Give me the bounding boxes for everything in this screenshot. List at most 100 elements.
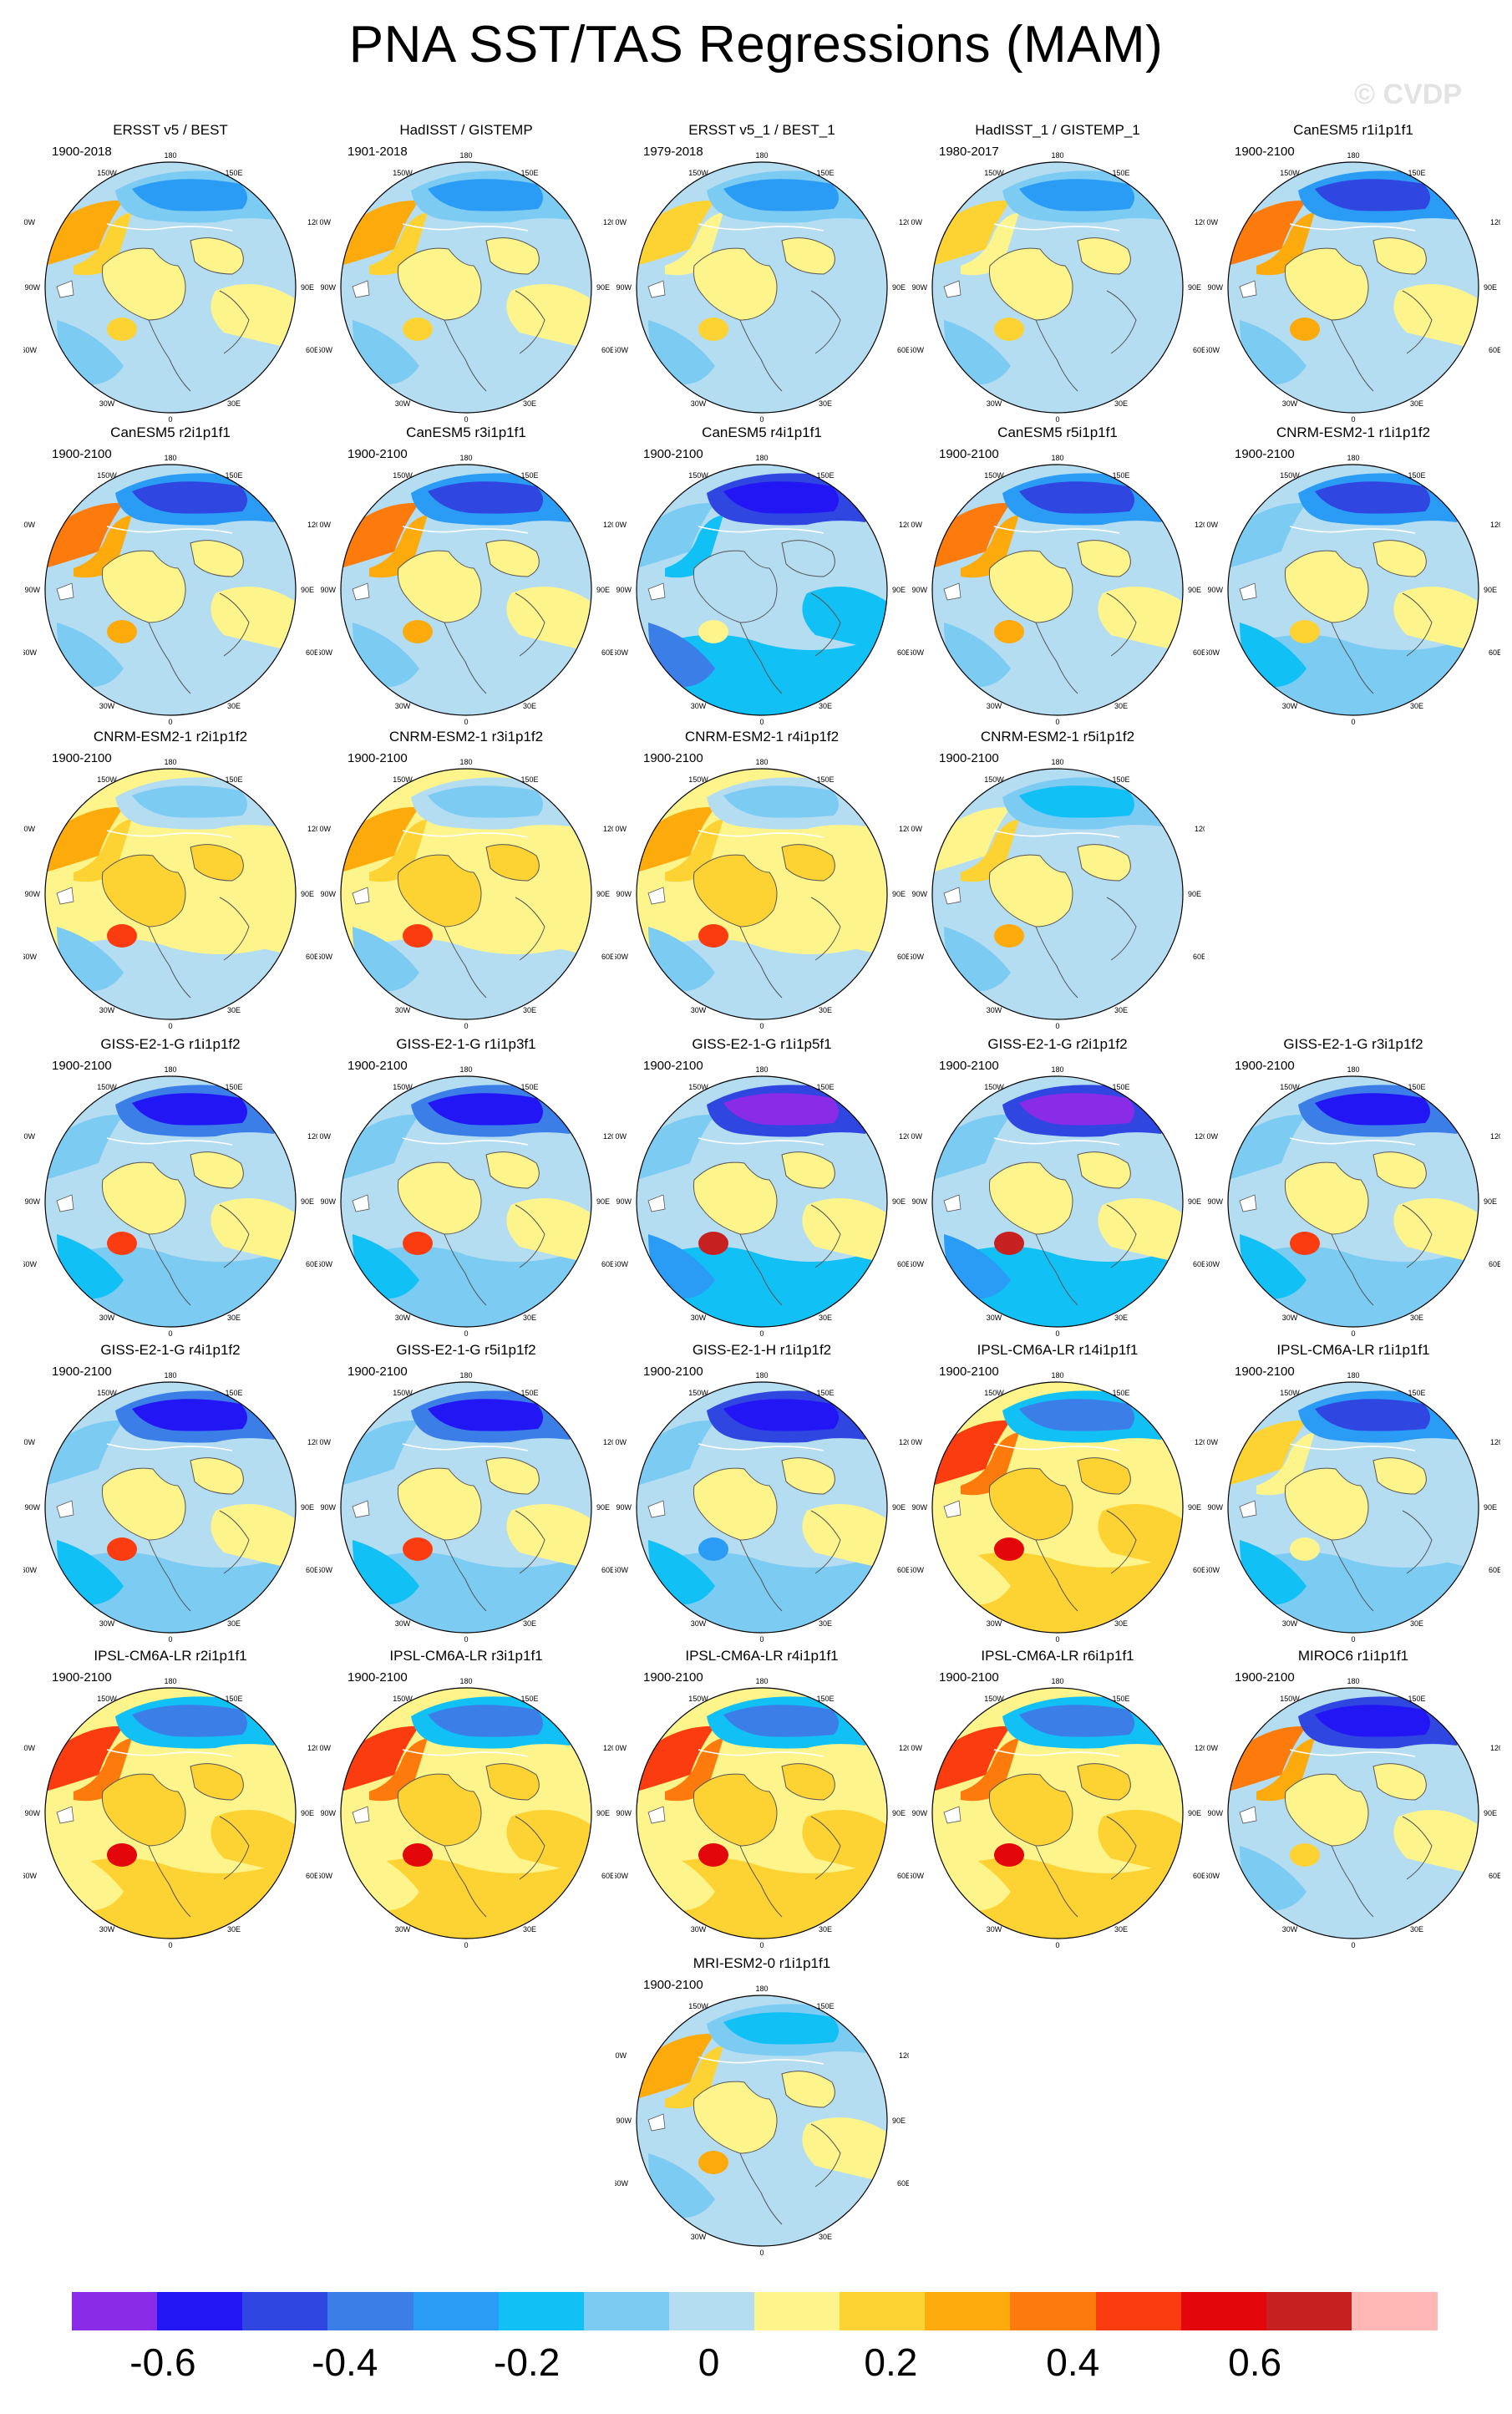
- lon-label-150e: 150E: [1112, 1389, 1129, 1397]
- lon-label-180: 180: [164, 454, 176, 462]
- lon-label-60w: 60W: [615, 2179, 628, 2188]
- colorbar-segment: [840, 2292, 926, 2330]
- colorbar-tick-label: 0: [698, 2340, 720, 2384]
- lon-label-60e: 60E: [897, 953, 909, 961]
- lon-label-30e: 30E: [1114, 1619, 1128, 1628]
- lon-label-90w: 90W: [24, 1197, 40, 1206]
- panel-period: 1900-2100: [1235, 1670, 1295, 1685]
- lon-label-0: 0: [464, 1635, 468, 1644]
- lon-label-150w: 150W: [688, 2002, 708, 2010]
- panel-period: 1900-2100: [939, 447, 999, 461]
- lon-label-120w: 120W: [615, 521, 627, 529]
- panel-title: CNRM-ESM2-1 r3i1p1f2: [388, 729, 544, 745]
- panel-title: IPSL-CM6A-LR r2i1p1f1: [94, 1648, 247, 1664]
- map-panel: ERSST v5 / BEST 180 150W 150E 120W 120E 90W 90E…: [23, 122, 317, 431]
- lon-label-150w: 150W: [393, 775, 413, 784]
- map-panel: IPSL-CM6A-LR r3i1p1f1 180 150W 150E 120W 120E…: [319, 1648, 613, 1957]
- lon-label-150e: 150E: [1112, 775, 1129, 784]
- lon-label-0: 0: [464, 718, 468, 726]
- lon-label-90e: 90E: [301, 283, 314, 292]
- panel-title: IPSL-CM6A-LR r6i1p1f1: [981, 1648, 1134, 1664]
- lon-label-30w: 30W: [691, 702, 707, 710]
- lon-label-90w: 90W: [320, 1503, 336, 1512]
- lon-label-90w: 90W: [320, 890, 336, 898]
- map-panel: IPSL-CM6A-LR r2i1p1f1 180 150W 150E 120W 120E…: [23, 1648, 317, 1957]
- lon-label-30e: 30E: [523, 399, 536, 408]
- map-panel: MRI-ESM2-0 r1i1p1f1 180 150W 150E 120W 120E 90…: [615, 1955, 909, 2264]
- lon-label-90w: 90W: [911, 283, 927, 292]
- polar-map: 180 150W 150E 120W 120E 90W 90E 60W 60E 30W 30E 0: [23, 1360, 317, 1654]
- lon-label-30e: 30E: [523, 1619, 536, 1628]
- lon-label-60e: 60E: [601, 1872, 613, 1880]
- panel-period: 1900-2100: [348, 447, 408, 461]
- lon-label-180: 180: [459, 1065, 472, 1074]
- lon-label-120w: 120W: [1206, 218, 1219, 226]
- panel-period: 1900-2100: [643, 751, 703, 765]
- lon-label-60w: 60W: [911, 648, 924, 657]
- lon-label-0: 0: [1055, 1329, 1059, 1338]
- lon-label-90e: 90E: [596, 586, 610, 594]
- lon-label-60e: 60E: [897, 346, 909, 354]
- panel-title: HadISST / GISTEMP: [399, 122, 533, 138]
- panel-title: CanESM5 r3i1p1f1: [406, 424, 526, 440]
- lon-label-180: 180: [164, 1371, 176, 1380]
- polar-map: 180 150W 150E 120W 120E 90W 90E 60W 60E 30W 30E 0: [23, 747, 317, 1041]
- lon-label-120e: 120E: [603, 1438, 613, 1446]
- polar-map: 180 150W 150E 120W 120E 90W 90E 60W 60E 30W 30E 0: [615, 140, 909, 435]
- colorbar-segment: [1266, 2292, 1352, 2330]
- lon-label-120w: 120W: [615, 2051, 627, 2060]
- lon-label-180: 180: [1347, 151, 1359, 160]
- lon-label-90e: 90E: [1188, 586, 1201, 594]
- lon-label-60w: 60W: [911, 1566, 924, 1574]
- lon-label-0: 0: [168, 718, 172, 726]
- lon-label-150w: 150W: [393, 471, 413, 480]
- lon-label-180: 180: [164, 1065, 176, 1074]
- lon-label-60w: 60W: [911, 346, 924, 354]
- lon-label-120w: 120W: [319, 218, 332, 226]
- lon-label-30w: 30W: [99, 399, 115, 408]
- map-panel: MIROC6 r1i1p1f1 180 150W 150E 120W 120E 90W 90E…: [1206, 1648, 1500, 1957]
- lon-label-120e: 120E: [1195, 825, 1205, 833]
- lon-label-60w: 60W: [1206, 346, 1220, 354]
- lon-label-90w: 90W: [911, 890, 927, 898]
- lon-label-180: 180: [1347, 1371, 1359, 1380]
- lon-label-60e: 60E: [306, 1260, 317, 1268]
- lon-label-30e: 30E: [1114, 1925, 1128, 1934]
- map-panel: GISS-E2-1-G r1i1p5f1 180 150W 150E 120W 120E 9…: [615, 1036, 909, 1345]
- lon-label-120w: 120W: [911, 521, 923, 529]
- polar-map: 180 150W 150E 120W 120E 90W 90E 60W 60E 30W 30E 0: [23, 1666, 317, 1960]
- map-panel: CNRM-ESM2-1 r4i1p1f2 180 150W 150E 120W 120E 9…: [615, 729, 909, 1038]
- lon-label-30e: 30E: [227, 1619, 241, 1628]
- polar-map: 180 150W 150E 120W 120E 90W 90E 60W 60E 30W 30E 0: [23, 443, 317, 737]
- lon-label-60w: 60W: [911, 1260, 924, 1268]
- lon-label-0: 0: [759, 1635, 764, 1644]
- lon-label-150w: 150W: [984, 1695, 1004, 1703]
- lon-label-0: 0: [1351, 415, 1355, 424]
- map-panel: CNRM-ESM2-1 r5i1p1f2 180 150W 150E 120W 120E 9…: [911, 729, 1205, 1038]
- lon-label-120w: 120W: [23, 1132, 36, 1141]
- lon-label-180: 180: [164, 1677, 176, 1685]
- lon-label-90e: 90E: [596, 1503, 610, 1512]
- panel-period: 1900-2100: [1235, 1059, 1295, 1073]
- lon-label-30w: 30W: [691, 2233, 707, 2241]
- lon-label-30e: 30E: [1410, 702, 1423, 710]
- panel-period: 1900-2100: [52, 751, 112, 765]
- lon-label-60e: 60E: [601, 648, 613, 657]
- lon-label-150e: 150E: [816, 169, 834, 177]
- lon-label-30e: 30E: [227, 1925, 241, 1934]
- lon-label-30e: 30E: [523, 702, 536, 710]
- panel-period: 1900-2100: [52, 1059, 112, 1073]
- map-panel: GISS-E2-1-G r3i1p1f2 180 150W 150E 120W 120E 9…: [1206, 1036, 1500, 1345]
- polar-map: 180 150W 150E 120W 120E 90W 90E 60W 60E 30W 30E 0: [1206, 443, 1500, 737]
- lon-label-90w: 90W: [1207, 1197, 1223, 1206]
- lon-label-120w: 120W: [615, 825, 627, 833]
- panel-period: 1900-2100: [643, 1059, 703, 1073]
- lon-label-0: 0: [168, 1635, 172, 1644]
- polar-map: 180 150W 150E 120W 120E 90W 90E 60W 60E 30W 30E 0: [615, 1974, 909, 2268]
- lon-label-90w: 90W: [24, 890, 40, 898]
- lon-label-90e: 90E: [1188, 1197, 1201, 1206]
- lon-label-150w: 150W: [984, 1389, 1004, 1397]
- lon-label-90w: 90W: [616, 586, 632, 594]
- lon-label-90w: 90W: [616, 1503, 632, 1512]
- panel-title: CanESM5 r5i1p1f1: [997, 424, 1118, 440]
